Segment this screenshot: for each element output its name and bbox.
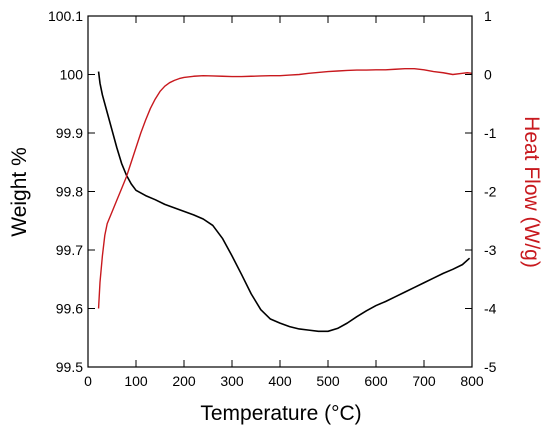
x-tick-label: 700 [412,373,436,389]
left-tick-label: 99.5 [56,359,83,375]
left-tick-label: 99.6 [56,301,83,317]
left-tick-label: 99.8 [56,184,83,200]
right-tick-label: -3 [484,242,497,258]
left-tick-label: 100 [60,67,84,83]
x-axis-title: Temperature (°C) [200,402,361,425]
x-tick-label: 400 [268,373,292,389]
x-tick-label: 0 [84,373,92,389]
right-tick-label: -5 [484,359,497,375]
x-tick-label: 600 [364,373,388,389]
y2-axis-title: Heat Flow (W/g) [520,116,543,268]
x-axis-ticks: 0 100 200 300 400 500 600 700 800 [84,16,484,389]
left-tick-label: 100.1 [48,8,83,24]
right-tick-label: -2 [484,184,497,200]
right-tick-label: -1 [484,125,497,141]
x-tick-label: 800 [460,373,484,389]
left-tick-label: 99.7 [56,242,83,258]
plot-frame [87,15,473,368]
right-axis-ticks: -5 -4 -3 -2 -1 0 1 [465,8,497,375]
right-tick-label: 1 [484,8,492,24]
y-axis-title: Weight % [8,147,31,237]
x-tick-label: 100 [124,373,148,389]
weight-series-line [97,71,471,333]
x-tick-label: 200 [172,373,196,389]
x-tick-label: 300 [220,373,244,389]
x-tick-label: 500 [316,373,340,389]
heat-flow-series-line [97,67,473,309]
right-tick-label: 0 [484,67,492,83]
left-axis-ticks: 99.5 99.6 99.7 99.8 99.9 100 100.1 [48,8,95,375]
right-tick-label: -4 [484,301,497,317]
left-tick-label: 99.9 [56,125,83,141]
series-group [97,67,473,333]
